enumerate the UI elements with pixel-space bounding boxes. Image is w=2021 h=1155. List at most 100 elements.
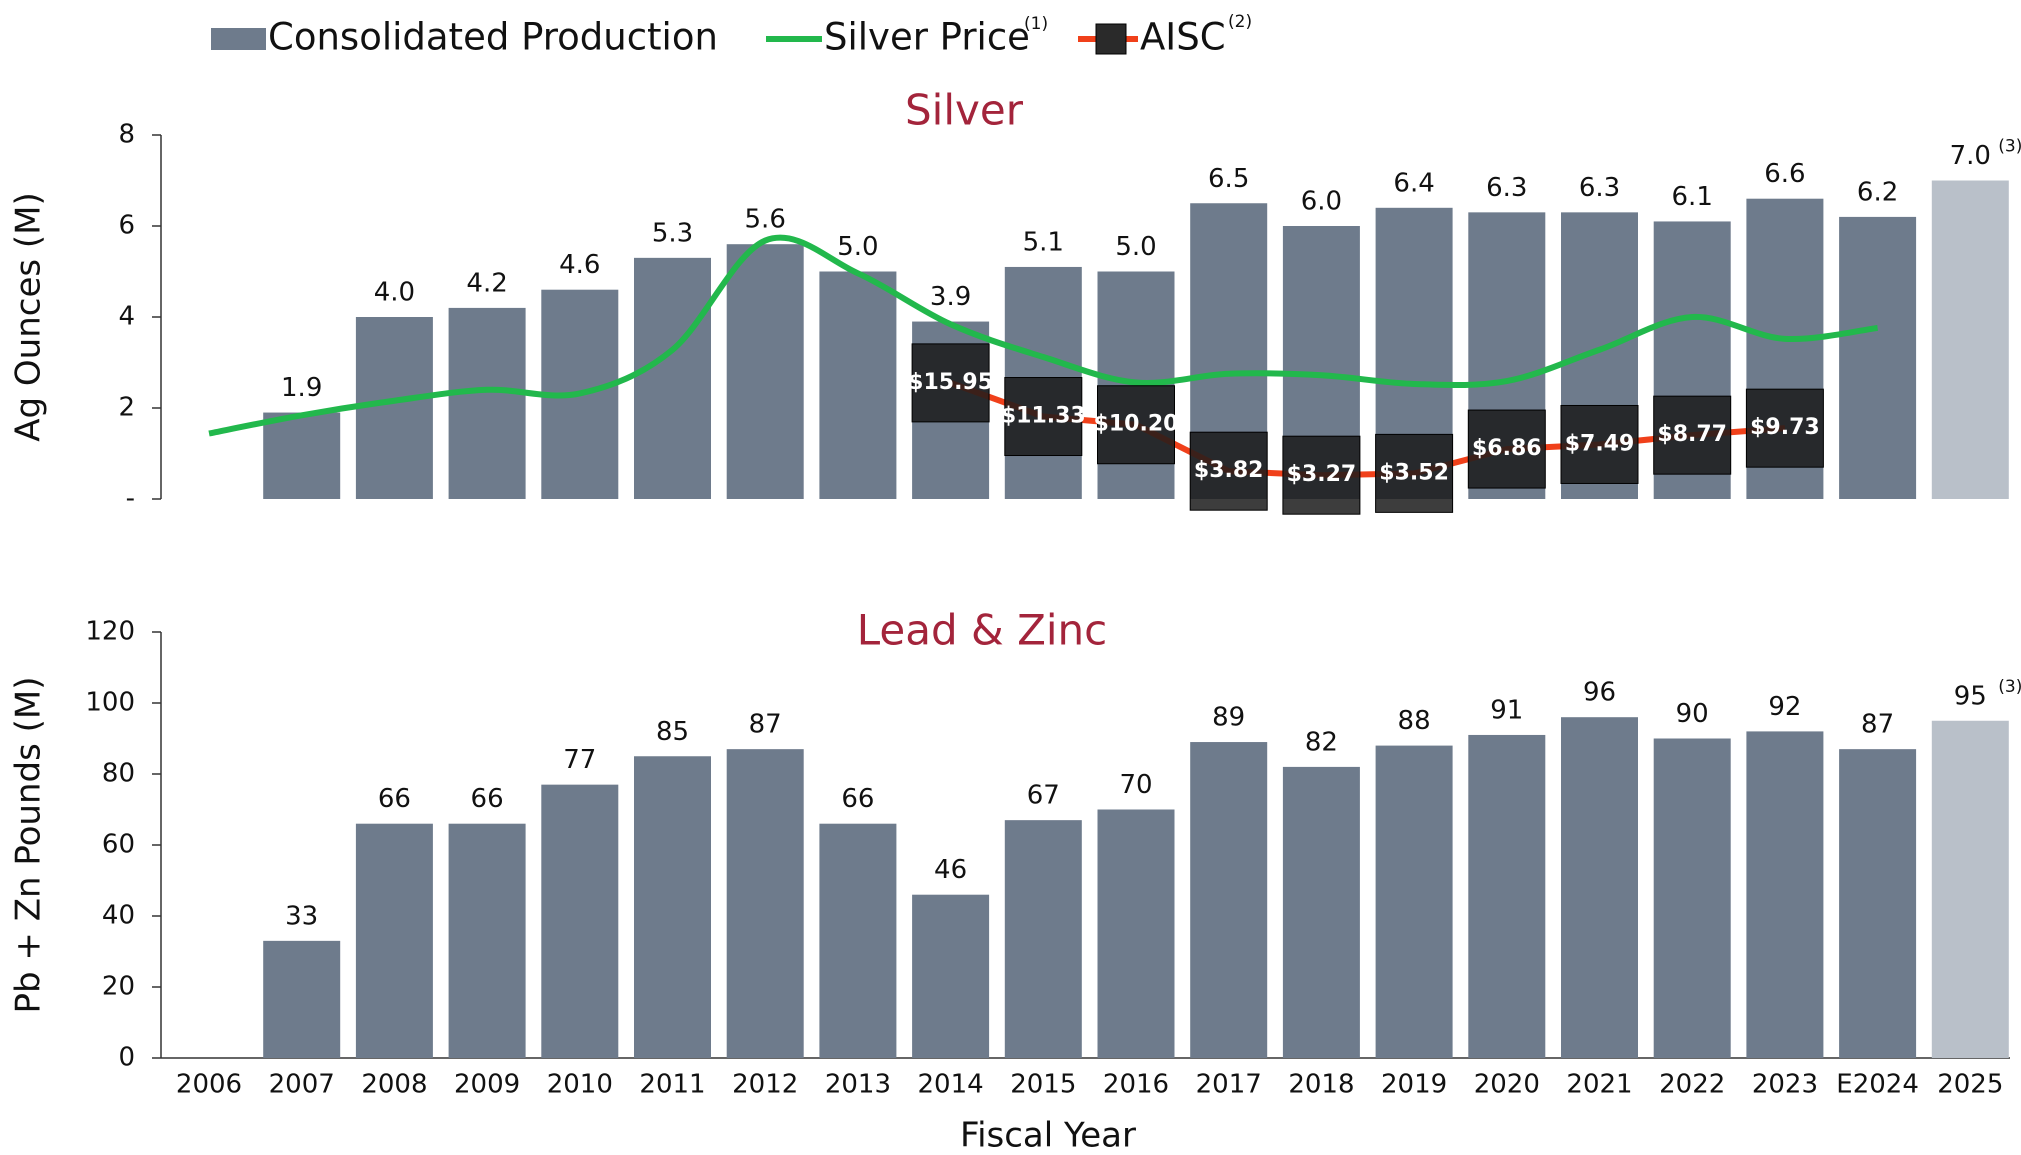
- x-tick-label: 2015: [1010, 1070, 1076, 1100]
- legend-note: (1): [1024, 14, 1048, 34]
- line: [208, 234, 1878, 437]
- bar: [355, 317, 433, 499]
- x-tick-label: 2007: [269, 1070, 335, 1100]
- bar: [1468, 734, 1546, 1058]
- bar: [448, 823, 526, 1058]
- bar: [1931, 720, 2009, 1058]
- bar-value-label: 4.2: [466, 268, 507, 298]
- aisc-marker: [1745, 388, 1824, 468]
- bar: [819, 823, 897, 1058]
- bar-value-label: 6.1: [1672, 182, 1713, 212]
- bar-value-label: 6.3: [1579, 173, 1620, 203]
- x-tick-label: 2019: [1381, 1070, 1447, 1100]
- bar: [1190, 742, 1268, 1058]
- bar-value-label: 91: [1490, 695, 1523, 725]
- bar-value-label: 92: [1768, 692, 1801, 722]
- y-tick-label: 20: [102, 972, 135, 1002]
- x-tick-label: E2024: [1836, 1070, 1919, 1100]
- bar: [355, 823, 433, 1058]
- bar: [263, 412, 341, 499]
- bar-value-label: 89: [1212, 703, 1245, 733]
- bar: [1375, 745, 1453, 1058]
- aisc-label: $15.95: [908, 370, 993, 395]
- legend-note: (2): [1228, 12, 1252, 32]
- bar-value-label: 46: [934, 855, 967, 885]
- bar-value-label: 66: [841, 784, 874, 814]
- x-tick-label: 2016: [1103, 1070, 1169, 1100]
- bar-value-label: 5.0: [1115, 232, 1156, 262]
- y-tick-label: 100: [85, 688, 135, 718]
- bar: [819, 271, 897, 499]
- bar: [634, 257, 711, 499]
- bar: [912, 894, 990, 1058]
- bar-value-label: 95: [1954, 681, 1987, 711]
- bar-value-label: 6.6: [1764, 159, 1805, 189]
- bar: [1931, 180, 2009, 499]
- x-tick-label: 2017: [1196, 1070, 1262, 1100]
- y-tick-label: 0: [118, 1043, 135, 1073]
- bar: [1653, 738, 1731, 1058]
- bar-value-label: 5.3: [652, 218, 693, 248]
- bar-value-label: 6.4: [1393, 168, 1434, 198]
- legend-label: AISC: [1140, 16, 1226, 59]
- bar-value-label: 88: [1398, 706, 1431, 736]
- x-tick-label: 2014: [918, 1070, 984, 1100]
- x-tick-label: 2010: [547, 1070, 613, 1100]
- bar: [1097, 809, 1175, 1058]
- legend-swatch: [1095, 23, 1127, 55]
- x-tick-label: 2006: [176, 1070, 242, 1100]
- bar-value-label: 33: [285, 901, 318, 931]
- x-tick-label: 2021: [1566, 1070, 1632, 1100]
- bar-value-label: 70: [1119, 770, 1152, 800]
- annotation: (3): [1998, 677, 2021, 697]
- y-axis-label: Ag Ounces (M): [9, 192, 49, 442]
- aisc-label: $6.86: [1472, 436, 1542, 461]
- aisc-label: $7.49: [1565, 431, 1635, 456]
- bar-value-label: 5.0: [837, 232, 878, 262]
- x-tick-label: 2023: [1752, 1070, 1818, 1100]
- bar-value-label: 4.6: [559, 250, 600, 280]
- x-tick-label: 2022: [1659, 1070, 1725, 1100]
- bar-value-label: 77: [563, 745, 596, 775]
- x-tick-label: 2009: [454, 1070, 520, 1100]
- bar-value-label: 4.0: [374, 278, 415, 308]
- bar-value-label: 7.0: [1950, 141, 1991, 171]
- x-tick-label: 2020: [1474, 1070, 1540, 1100]
- aisc-marker: [1097, 385, 1175, 465]
- bar: [263, 940, 341, 1058]
- bar-value-label: 1.9: [281, 373, 322, 403]
- aisc-marker: [1467, 409, 1546, 489]
- x-tick-label: 2018: [1288, 1070, 1354, 1100]
- aisc-label: $3.27: [1287, 462, 1357, 487]
- bar-value-label: 87: [1861, 710, 1894, 740]
- bar-value-label: 66: [378, 784, 411, 814]
- y-tick-label: 6: [118, 211, 135, 241]
- aisc-marker: [911, 343, 990, 423]
- bar-value-label: 6.5: [1208, 164, 1249, 194]
- bar-value-label: 85: [656, 717, 689, 747]
- bar: [1839, 749, 1917, 1058]
- y-tick-label: 4: [118, 302, 135, 332]
- bar-value-label: 67: [1027, 781, 1060, 811]
- aisc-label: $11.33: [1001, 404, 1086, 429]
- bar-value-label: 5.6: [745, 205, 786, 235]
- legend-swatch: [211, 28, 266, 50]
- legend-label: Consolidated Production: [268, 16, 718, 59]
- x-tick-label: 2008: [361, 1070, 427, 1100]
- bar-value-label: 87: [749, 710, 782, 740]
- legend-label: Silver Price: [824, 16, 1030, 59]
- bar-value-label: 3.9: [930, 282, 971, 312]
- bar: [541, 784, 619, 1058]
- aisc-label: $10.20: [1094, 412, 1179, 437]
- bar: [1839, 216, 1917, 499]
- bar: [726, 749, 804, 1058]
- y-tick-label: 8: [118, 120, 135, 150]
- bar-value-label: 90: [1676, 699, 1709, 729]
- aisc-label: $3.52: [1379, 460, 1449, 485]
- chart-title: Silver: [905, 86, 1024, 135]
- bar-value-label: 66: [471, 784, 504, 814]
- aisc-marker: [1560, 404, 1639, 484]
- y-tick-label: -: [126, 484, 135, 514]
- x-tick-label: 2025: [1937, 1070, 2003, 1100]
